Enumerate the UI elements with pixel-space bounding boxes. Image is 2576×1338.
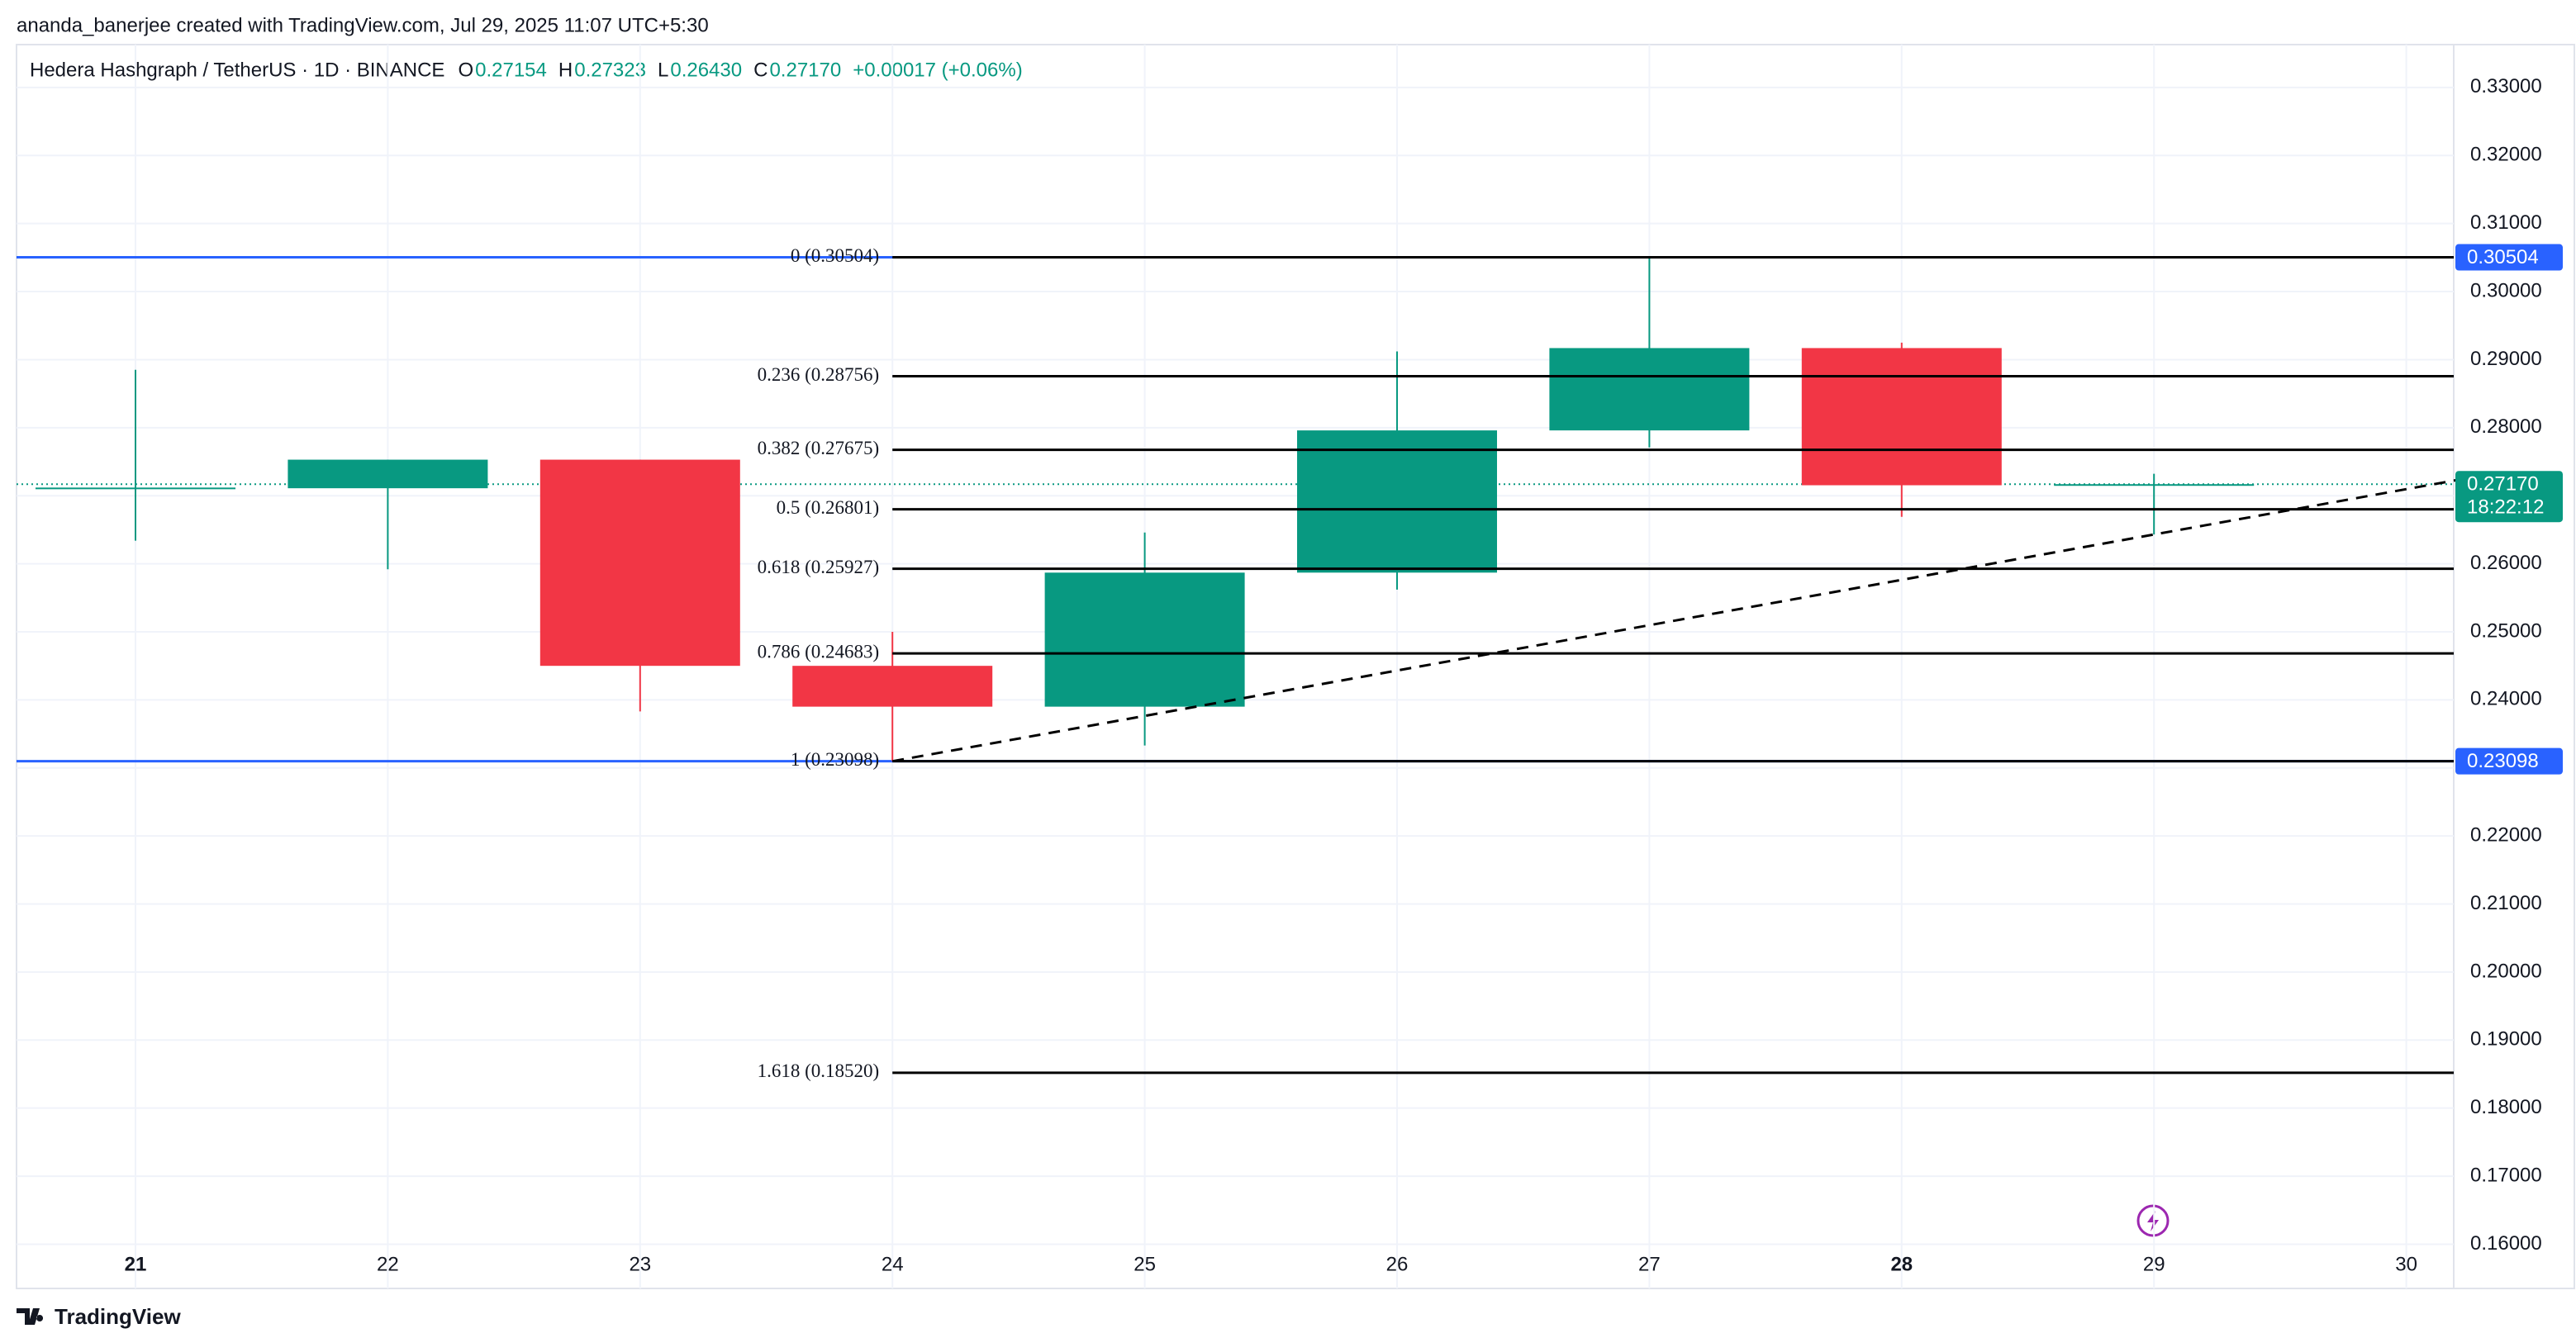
legend-change: +0.00017 (+0.06%) [853,59,1023,81]
fib-label: 0.382 (0.27675) [758,438,880,458]
y-tick-label: 0.22000 [2470,823,2542,846]
brand-name: TradingView [55,1304,181,1329]
candle-body [2054,484,2255,486]
candle-body [1801,348,2002,486]
candle-body [288,459,488,489]
fib-label: 1 (0.23098) [791,749,879,770]
header-title: ananda_banerjee created with TradingView… [17,14,709,36]
candle-body [792,666,993,707]
fib-label: 0.786 (0.24683) [758,641,880,662]
candle-body [539,459,740,667]
last-price-label: 0.27170 [2467,473,2539,496]
fib-label: 0.5 (0.26801) [777,497,880,518]
x-tick-label: 24 [882,1253,904,1275]
legend-value: 0.26430 [670,59,742,81]
y-tick-label: 0.20000 [2470,960,2542,982]
fib-label: 0.618 (0.25927) [758,557,880,577]
y-tick-label: 0.24000 [2470,688,2542,710]
legend-value: 0.27154 [475,59,547,81]
y-tick-label: 0.19000 [2470,1028,2542,1051]
y-tick-label: 0.33000 [2470,75,2542,97]
candle-body [36,487,235,490]
x-tick-label: 28 [1890,1253,1913,1275]
candle-body [1297,430,1497,573]
legend-symbol: Hedera Hashgraph / TetherUS · 1D · BINAN… [30,59,444,81]
y-tick-label: 0.28000 [2470,415,2542,438]
x-tick-label: 27 [1638,1253,1661,1275]
y-tick-label: 0.21000 [2470,892,2542,914]
price-badge [2455,244,2563,271]
x-tick-label: 21 [125,1253,147,1275]
y-tick-label: 0.25000 [2470,619,2542,642]
y-tick-label: 0.26000 [2470,552,2542,574]
alert-circle [2136,1204,2170,1237]
price-badge [2455,747,2563,775]
fib-label: 1.618 (0.18520) [758,1060,880,1081]
legend-value: 0.27170 [769,59,841,81]
y-tick-label: 0.16000 [2470,1232,2542,1255]
legend-key: H [558,59,573,81]
candle-body [1044,572,1245,707]
y-tick-label: 0.18000 [2470,1096,2542,1118]
x-tick-label: 29 [2143,1253,2165,1275]
candle-body [1549,348,1750,431]
x-tick-label: 25 [1134,1253,1156,1275]
fib-label: 0 (0.30504) [791,245,879,266]
alert-bolt [2147,1211,2159,1231]
brand: TradingView [17,1304,181,1329]
x-tick-label: 30 [2395,1253,2417,1275]
x-tick-label: 26 [1386,1253,1409,1275]
brand-logo [17,1308,44,1325]
legend-value: 0.27323 [574,59,646,81]
countdown-label: 18:22:12 [2467,496,2544,519]
legend-key: L [658,59,668,81]
x-tick-label: 22 [377,1253,399,1275]
chart-frame [16,44,2575,1289]
fib-label: 0.236 (0.28756) [758,364,880,385]
y-tick-label: 0.31000 [2470,211,2542,234]
y-tick-label: 0.29000 [2470,348,2542,370]
price-badge-label: 0.23098 [2467,750,2539,772]
trendline [891,478,2457,763]
price-badge-label: 0.30504 [2467,246,2539,268]
x-tick-label: 23 [629,1253,651,1275]
y-tick-label: 0.17000 [2470,1164,2542,1186]
legend-key: C [753,59,768,81]
y-tick-label: 0.32000 [2470,144,2542,166]
alert-icon [2136,1204,2170,1237]
last-price-badge [2455,471,2563,523]
legend-key: O [458,59,473,81]
y-tick-label: 0.30000 [2470,279,2542,301]
